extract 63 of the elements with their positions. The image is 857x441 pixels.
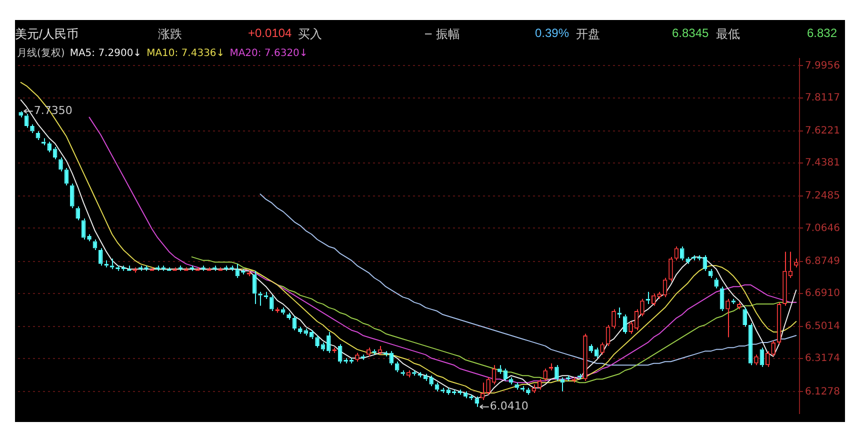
y-tick-label: 6.5014: [805, 321, 840, 332]
text: MA10: 7.4336↓: [146, 48, 225, 59]
text: MA5: 7.2900↓: [70, 48, 142, 59]
candlestick: [612, 308, 616, 329]
y-tick-label: 6.6910: [805, 288, 840, 300]
text: 美元/人民币: [15, 26, 78, 43]
y-tick-label: 7.9956: [805, 60, 840, 72]
candlestick: [708, 268, 713, 278]
candlestick: [429, 375, 434, 387]
candlestick: [680, 246, 684, 261]
text: 最低: [716, 26, 740, 43]
text: 6.8345: [672, 26, 709, 40]
candlestick: [70, 183, 74, 209]
y-tick-label: 7.4381: [805, 158, 840, 169]
candlestick: [526, 387, 530, 396]
y-tick-label: 7.6221: [805, 126, 840, 137]
y-tick-label: 7.0646: [805, 222, 840, 234]
candlestick: [742, 307, 747, 328]
text: 涨跌: [158, 26, 182, 43]
candlestick: [98, 248, 103, 266]
y-tick-label: 7.2485: [805, 190, 840, 202]
candlestick: [480, 382, 485, 401]
candlestick: [771, 340, 776, 357]
candlestick: [486, 376, 490, 396]
candlestick: [640, 298, 644, 317]
annotation: 6.0410: [490, 400, 528, 413]
candlestick: [668, 256, 673, 282]
candlestick: [651, 293, 656, 306]
candlestick: [537, 378, 542, 390]
y-tick-label: 6.8749: [805, 256, 840, 267]
text: –: [425, 26, 432, 40]
candlestick: [298, 326, 302, 334]
text: 开盘: [576, 26, 600, 43]
candlestick: [58, 156, 63, 172]
candlestick: [794, 258, 798, 268]
candlestick: [498, 364, 502, 374]
candlestick: [543, 368, 548, 382]
candlestick: [657, 291, 662, 300]
text: MA20: 7.6320↓: [230, 48, 308, 59]
candlestick: [714, 277, 718, 289]
text: 6.832: [807, 26, 838, 40]
candlestick: [76, 206, 80, 221]
candlestick: [628, 321, 633, 334]
candlestick: [508, 376, 514, 385]
text: 买入: [298, 26, 322, 43]
text: 0.39%: [535, 26, 570, 40]
annotation: 月线(复权): [17, 48, 65, 59]
candlestick: [514, 382, 519, 390]
y-tick-label: 6.1278: [805, 386, 840, 398]
candlestick: [583, 333, 588, 382]
candlestick: [286, 312, 291, 320]
candlestick: [726, 298, 730, 338]
y-tick-label: 7.8117: [805, 92, 840, 104]
y-tick-label: 6.3174: [805, 353, 840, 364]
candlestick: [554, 364, 559, 382]
candlestick: [686, 256, 690, 264]
candlestick: [782, 251, 787, 306]
text: +0.0104: [248, 26, 292, 40]
candlestick: [766, 350, 770, 368]
text: 振幅: [436, 26, 460, 43]
candlestick: [326, 331, 331, 354]
candlestick: [622, 314, 628, 334]
candlestick: [18, 110, 23, 118]
